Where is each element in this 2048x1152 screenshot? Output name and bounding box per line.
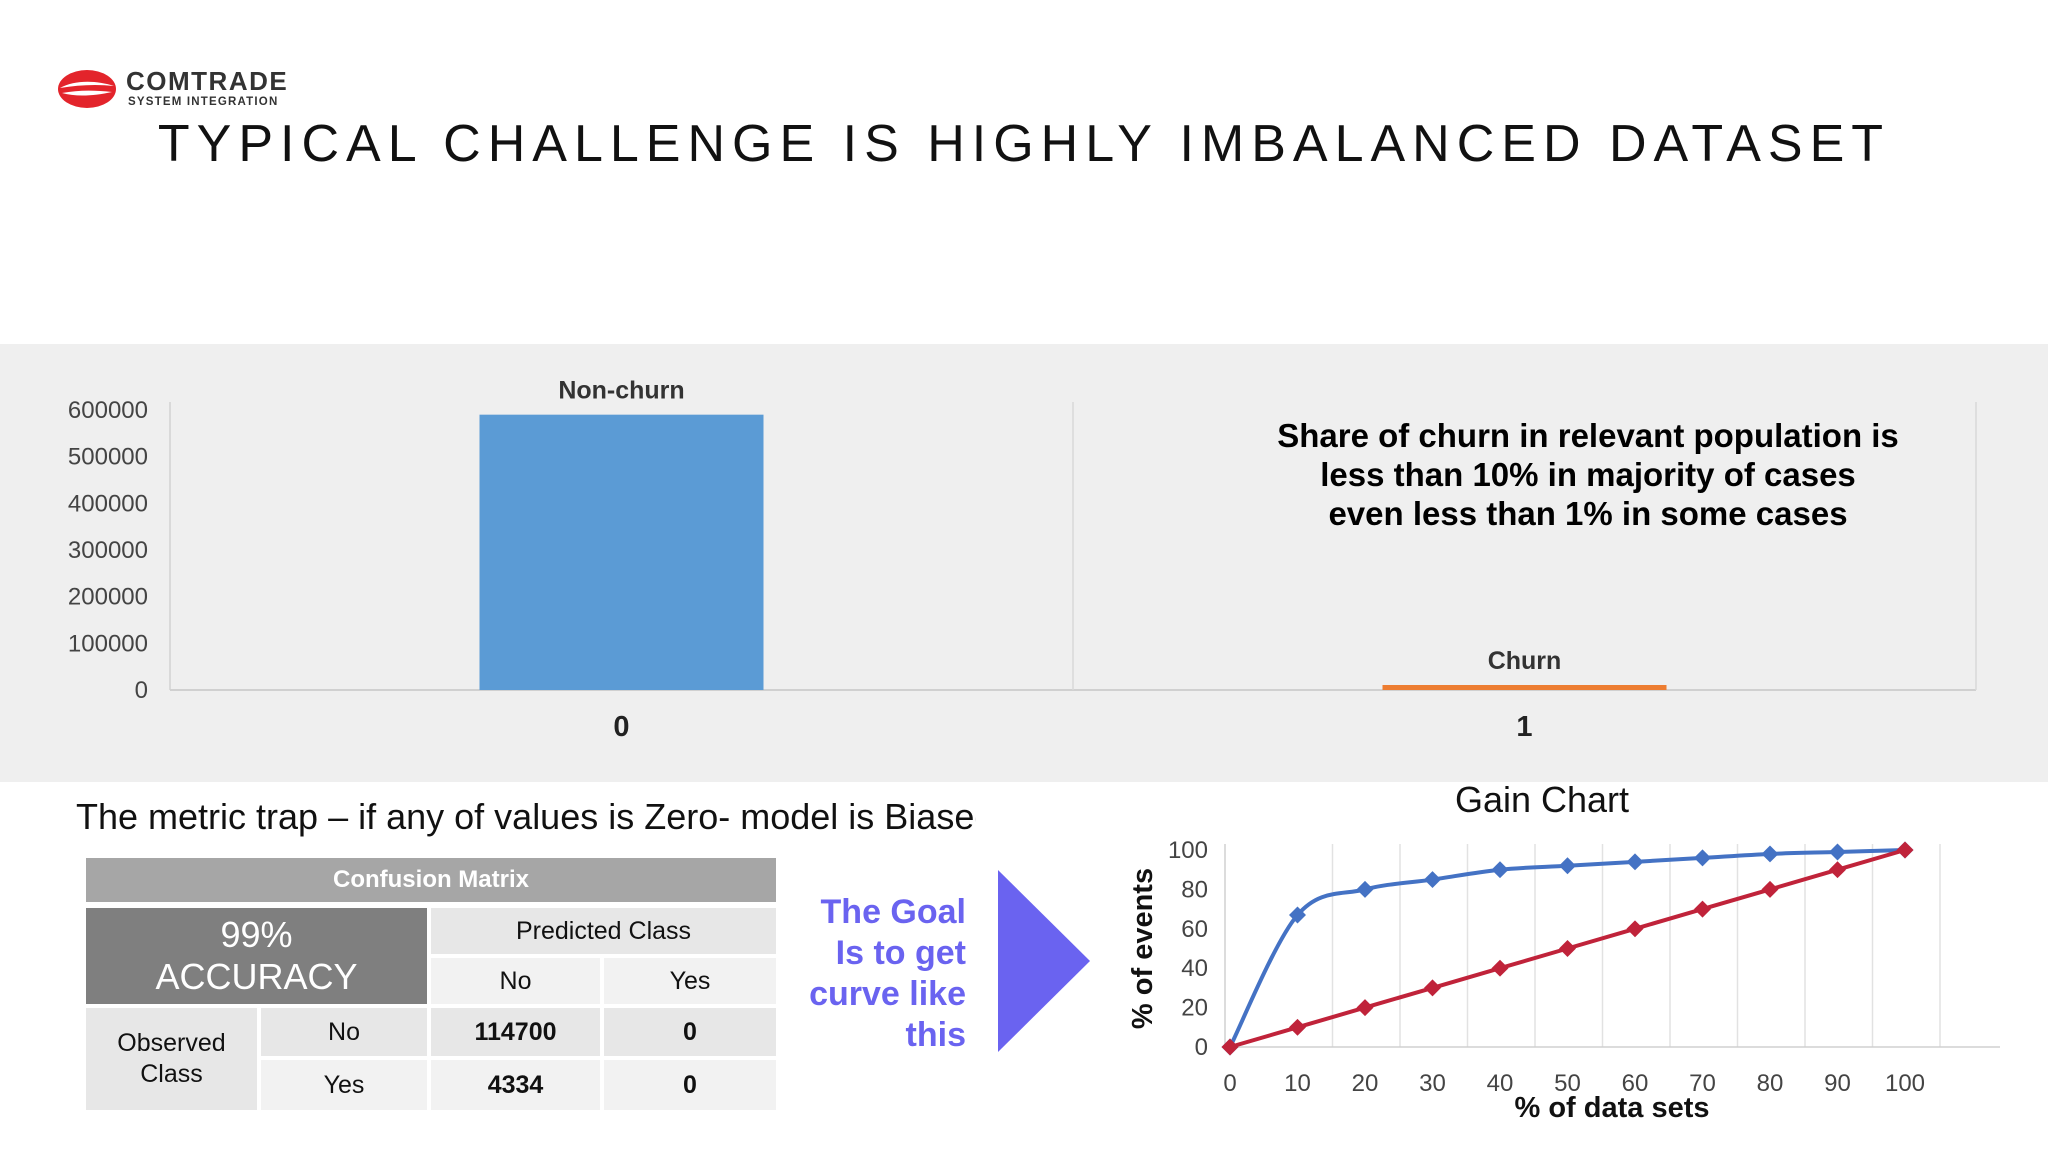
company-logo: COMTRADE SYSTEM INTEGRATION [56, 64, 296, 114]
bar-y-tick-label: 200000 [68, 584, 148, 611]
bar-y-tick-label: 600000 [68, 397, 148, 424]
goal-line-3: curve like [809, 975, 966, 1013]
bar-x-tick-label: 1 [1516, 711, 1532, 743]
gain-point [1424, 871, 1441, 889]
goal-line-2: Is to get [835, 934, 966, 972]
gain-point [1694, 849, 1711, 867]
gain-y-tick-label: 0 [1195, 1034, 1208, 1061]
triangle-arrow-icon [998, 870, 1090, 1052]
goal-text: The Goal Is to get curve like this [780, 892, 966, 1056]
observed-no-header: No [261, 1008, 427, 1056]
gain-point [1491, 959, 1509, 977]
bar-data-label: Non-churn [558, 377, 684, 405]
gain-x-tick-label: 10 [1284, 1070, 1311, 1097]
cell-no-no: 114700 [431, 1008, 600, 1056]
gain-point [1761, 880, 1779, 898]
gain-point [1829, 843, 1846, 861]
gain-point [1356, 999, 1374, 1017]
observed-yes-header: Yes [261, 1060, 427, 1110]
gain-point [1356, 880, 1374, 898]
gain-chart-title: Gain Chart [1455, 780, 1629, 820]
gain-y-tick-label: 100 [1168, 837, 1208, 864]
gain-x-tick-label: 20 [1352, 1070, 1379, 1097]
observed-class-header: Observed Class [86, 1008, 257, 1110]
bar-callout-line-3: even less than 1% in some cases [1328, 495, 1847, 532]
cell-no-yes: 0 [604, 1008, 776, 1056]
gain-point [1491, 861, 1509, 879]
metric-trap-text: The metric trap – if any of values is Ze… [76, 796, 976, 837]
gain-y-tick-label: 80 [1181, 876, 1208, 903]
accuracy-value: 99% [220, 914, 293, 955]
gain-point [1829, 861, 1846, 879]
gain-series-line-1 [1228, 848, 1906, 1048]
gain-x-tick-label: 90 [1824, 1070, 1851, 1097]
bar-y-tick-label: 300000 [68, 537, 148, 564]
gain-y-tick-label: 20 [1181, 995, 1208, 1022]
accuracy-badge: 99% ACCURACY [86, 908, 427, 1004]
gain-x-tick-label: 50 [1554, 1070, 1581, 1097]
gain-point [1221, 1038, 1239, 1056]
gain-y-tick-label: 40 [1181, 955, 1208, 982]
cell-yes-yes: 0 [604, 1060, 776, 1110]
slide-title: TYPICAL CHALLENGE IS HIGHLY IMBALANCED D… [157, 115, 1891, 173]
gain-x-tick-label: 100 [1885, 1070, 1925, 1097]
bar-chart: 600000 500000 400000 300000 200000 100000 0 No… [68, 377, 1977, 743]
gain-x-tick-label: 30 [1419, 1070, 1446, 1097]
gain-y-tick-label: 60 [1181, 916, 1208, 943]
goal-line-1: The Goal [820, 893, 966, 931]
bar-callout-line-2: less than 10% in majority of cases [1320, 456, 1856, 493]
bar-y-tick-label: 500000 [68, 444, 148, 471]
observed-class-label-1: Observed [117, 1029, 226, 1057]
cell-yes-no: 4334 [431, 1060, 600, 1110]
gain-point [1761, 845, 1779, 863]
gain-point [1424, 979, 1441, 997]
gain-point [1626, 920, 1644, 938]
gain-x-tick-label: 70 [1689, 1070, 1716, 1097]
predicted-class-header: Predicted Class [431, 908, 776, 954]
bar-x-tick-label: 0 [613, 711, 629, 743]
observed-class-label-2: Class [140, 1060, 203, 1088]
gain-point [1289, 1018, 1306, 1036]
bar-0 [479, 414, 764, 690]
bar-y-tick-label: 0 [135, 677, 148, 704]
gain-chart-xlabel: % of data sets [1515, 1092, 1710, 1124]
gain-x-tick-label: 40 [1487, 1070, 1514, 1097]
gain-chart-ylabel: % of events [1127, 868, 1159, 1029]
bar-data-label: Churn [1488, 647, 1562, 675]
gain-chart: Gain Chart 0 10 20 30 40 50 60 70 80 90 100 100 80 60… [1127, 780, 2000, 1124]
gain-x-tick-label: 60 [1622, 1070, 1649, 1097]
accuracy-label: ACCURACY [155, 956, 358, 997]
gain-x-tick-label: 80 [1757, 1070, 1784, 1097]
gain-x-tick-label: 0 [1223, 1070, 1236, 1097]
bar-callout-line-1: Share of churn in relevant population is [1277, 417, 1899, 454]
bar-1 [1382, 685, 1667, 690]
logo-subtitle-text: SYSTEM INTEGRATION [128, 96, 279, 108]
logo-brand-text: COMTRADE [126, 66, 289, 96]
gain-point [1694, 900, 1711, 918]
confusion-matrix-header: Confusion Matrix [86, 858, 776, 902]
gain-point [1626, 853, 1644, 871]
predicted-yes-header: Yes [604, 958, 776, 1004]
gain-point [1559, 857, 1576, 875]
logo-mark-icon [58, 70, 116, 108]
bar-y-tick-label: 400000 [68, 490, 148, 517]
predicted-no-header: No [431, 958, 600, 1004]
confusion-matrix: Confusion Matrix 99% ACCURACY Predicted … [86, 858, 776, 1110]
goal-line-4: this [905, 1016, 966, 1054]
bar-chart-panel [0, 344, 2048, 782]
bar-y-tick-label: 100000 [68, 630, 148, 657]
gain-point [1559, 940, 1576, 957]
gain-point [1896, 841, 1914, 859]
